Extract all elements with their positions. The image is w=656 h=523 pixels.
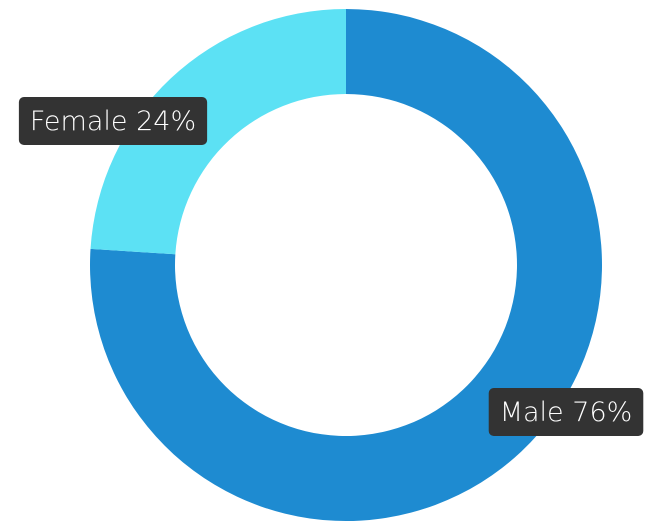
- label-text: Female 24%: [30, 106, 196, 137]
- label-name: Male: [500, 397, 564, 428]
- label-space: [128, 106, 137, 137]
- label-box: [488, 388, 644, 436]
- label-value: 24%: [136, 106, 196, 137]
- label-text: Male 76%: [500, 397, 633, 428]
- label-space: [564, 397, 573, 428]
- slice-label: Male 76%: [488, 388, 644, 436]
- slice-label: Female 24%: [18, 97, 208, 145]
- donut-slice: [90, 9, 602, 521]
- label-value: 76%: [572, 397, 632, 428]
- label-box: [18, 97, 208, 145]
- donut-slice: [90, 9, 346, 255]
- label-name: Female: [30, 106, 128, 137]
